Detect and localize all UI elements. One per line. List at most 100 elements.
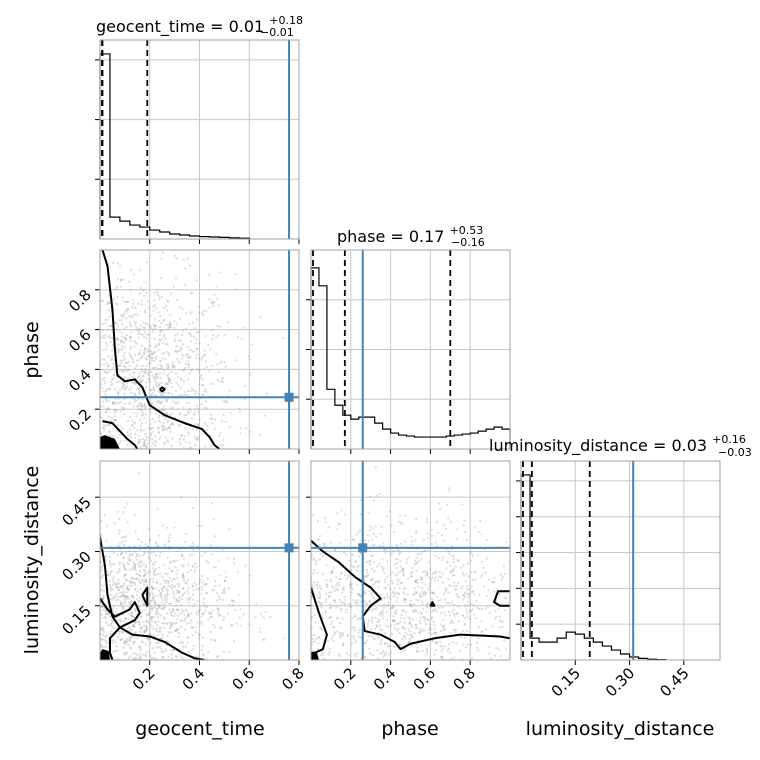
phase-vs-geocent-time-sample-point [220, 378, 224, 381]
phase-vs-geocent-time-sample-point [104, 334, 107, 337]
luminosity-distance-vs-phase-sample-point [500, 620, 503, 623]
phase-vs-geocent-time-sample-point [116, 391, 120, 394]
luminosity-distance-vs-geocent-time-sample-point [159, 627, 162, 630]
phase-vs-geocent-time-sample-point [114, 321, 117, 325]
luminosity-distance-vs-geocent-time-sample-point [167, 585, 170, 588]
phase-vs-geocent-time-sample-point [118, 364, 122, 367]
phase-vs-geocent-time-sample-point [175, 381, 178, 384]
luminosity-distance-vs-phase-sample-point [384, 578, 387, 581]
luminosity-distance-vs-geocent-time-sample-point [152, 634, 155, 637]
luminosity-distance-vs-phase-sample-point [365, 602, 369, 606]
luminosity-distance-vs-geocent-time-sample-point [269, 615, 272, 618]
luminosity-distance-vs-phase-sample-point [371, 616, 374, 620]
luminosity-distance-vs-geocent-time-sample-point [146, 620, 149, 623]
luminosity-distance-vs-geocent-time-sample-point [215, 592, 218, 595]
luminosity-distance-vs-phase-sample-point [365, 560, 369, 563]
luminosity-distance-vs-geocent-time-sample-point [173, 585, 176, 588]
luminosity-distance-vs-geocent-time-sample-point [139, 647, 142, 650]
luminosity-distance-vs-phase-sample-point [314, 621, 317, 624]
luminosity-distance-vs-phase-sample-point [409, 634, 412, 637]
luminosity-distance-vs-geocent-time-sample-point [100, 613, 103, 616]
luminosity-distance-vs-geocent-time-sample-point [104, 635, 107, 639]
luminosity-distance-vs-geocent-time-sample-point [173, 526, 176, 529]
luminosity-distance-vs-phase-sample-point [350, 635, 354, 638]
phase-vs-geocent-time-sample-point [107, 388, 111, 391]
phase-vs-geocent-time-sample-point [217, 379, 221, 383]
luminosity-distance-vs-phase-sample-point [371, 653, 374, 657]
luminosity-distance-vs-phase-sample-point [374, 608, 377, 611]
luminosity-distance-vs-geocent-time-sample-point [214, 639, 217, 642]
luminosity-distance-vs-geocent-time-sample-point [128, 558, 131, 562]
luminosity-distance-vs-geocent-time-sample-point [148, 557, 151, 560]
luminosity-distance-vs-geocent-time-sample-point [254, 616, 257, 619]
phase-vs-geocent-time-sample-point [150, 402, 153, 405]
luminosity-distance-vs-geocent-time-sample-point [214, 639, 217, 642]
phase-vs-geocent-time-sample-point [121, 331, 124, 334]
phase-vs-geocent-time-sample-point [179, 349, 182, 352]
luminosity-distance-vs-phase-sample-point [429, 591, 432, 595]
phase-vs-geocent-time-sample-point [212, 382, 215, 386]
luminosity-distance-vs-phase-sample-point [410, 571, 414, 574]
luminosity-distance-vs-phase-sample-point [403, 599, 406, 602]
phase-vs-geocent-time-sample-point [105, 303, 108, 306]
luminosity-distance-vs-phase-sample-point [316, 571, 319, 574]
phase-vs-geocent-time-sample-point [183, 435, 186, 438]
luminosity-distance-vs-phase-sample-point [355, 652, 359, 655]
phase-vs-geocent-time-sample-point [102, 426, 105, 429]
phase-vs-geocent-time-sample-point [188, 264, 191, 268]
luminosity-distance-vs-phase-sample-point [461, 643, 464, 646]
phase-vs-geocent-time-sample-point [122, 354, 125, 358]
luminosity-distance-vs-phase-sample-point [351, 565, 355, 568]
luminosity-distance-vs-phase-sample-point [357, 564, 360, 567]
luminosity-distance-vs-geocent-time-sample-point [170, 624, 173, 628]
phase-vs-geocent-time-sample-point [171, 361, 174, 364]
phase-vs-geocent-time-sample-point [105, 411, 108, 414]
luminosity-distance-vs-geocent-time-sample-point [186, 636, 189, 639]
phase-vs-geocent-time-sample-point [101, 400, 105, 403]
luminosity-distance-vs-phase-sample-point [410, 543, 413, 546]
phase-vs-geocent-time-sample-point [134, 432, 137, 436]
phase-vs-geocent-time-sample-point [194, 423, 197, 426]
phase-vs-geocent-time-sample-point [109, 387, 112, 390]
luminosity-distance-vs-geocent-time-sample-point [127, 617, 130, 620]
luminosity-distance-vs-geocent-time-sample-point [100, 628, 103, 631]
luminosity-distance-vs-geocent-time-sample-point [140, 560, 143, 563]
phase-vs-geocent-time-sample-point [202, 393, 205, 396]
luminosity-distance-vs-geocent-time-sample-point [150, 585, 153, 589]
luminosity-distance-vs-phase-sample-point [476, 646, 479, 649]
phase-vs-geocent-time-sample-point [161, 424, 164, 428]
phase-vs-geocent-time-sample-point [122, 358, 125, 362]
luminosity-distance-vs-phase-sample-point [418, 631, 421, 634]
luminosity-distance-vs-geocent-time-sample-point [142, 641, 145, 644]
luminosity-distance-vs-geocent-time-sample-point [105, 621, 108, 624]
luminosity-distance-vs-geocent-time-sample-point [127, 563, 130, 566]
phase-vs-geocent-time-sample-point [186, 345, 189, 348]
luminosity-distance-vs-phase-sample-point [396, 622, 399, 625]
luminosity-distance-vs-phase-sample-point [420, 578, 424, 581]
luminosity-distance-vs-geocent-time-sample-point [166, 592, 169, 595]
luminosity-distance-vs-phase-sample-point [321, 555, 325, 558]
luminosity-distance-vs-geocent-time-sample-point [113, 582, 117, 585]
phase-vs-geocent-time-sample-point [159, 421, 162, 424]
luminosity-distance-vs-phase-sample-point [440, 650, 443, 653]
phase-vs-geocent-time-sample-point [196, 437, 199, 440]
phase-vs-geocent-time-sample-point [108, 324, 111, 328]
phase-vs-geocent-time-plot-area [100, 250, 299, 449]
phase-vs-geocent-time-sample-point [195, 390, 198, 393]
luminosity-distance-vs-phase-sample-point [476, 606, 479, 610]
luminosity-distance-vs-phase-sample-point [395, 609, 398, 612]
luminosity-distance-vs-phase-sample-point [468, 593, 471, 596]
luminosity-distance-vs-phase-sample-point [420, 600, 424, 603]
phase-vs-geocent-time-sample-point [136, 428, 139, 432]
phase-vs-geocent-time-sample-point [139, 438, 142, 441]
phase-vs-geocent-time-sample-point [143, 351, 146, 354]
phase-vs-geocent-time-sample-point [119, 348, 122, 351]
phase-vs-geocent-time-sample-point [111, 382, 114, 386]
luminosity-distance-vs-geocent-time-sample-point [178, 592, 181, 595]
luminosity-distance-vs-phase-sample-point [450, 619, 453, 622]
luminosity-distance-vs-phase-sample-point [462, 594, 466, 597]
title-geocent-time-lower: −0.01 [260, 26, 294, 39]
title-phase-upper: +0.53 [450, 224, 484, 237]
luminosity-distance-vs-geocent-time-sample-point [173, 577, 176, 581]
luminosity-distance-vs-geocent-time-sample-point [123, 594, 126, 597]
